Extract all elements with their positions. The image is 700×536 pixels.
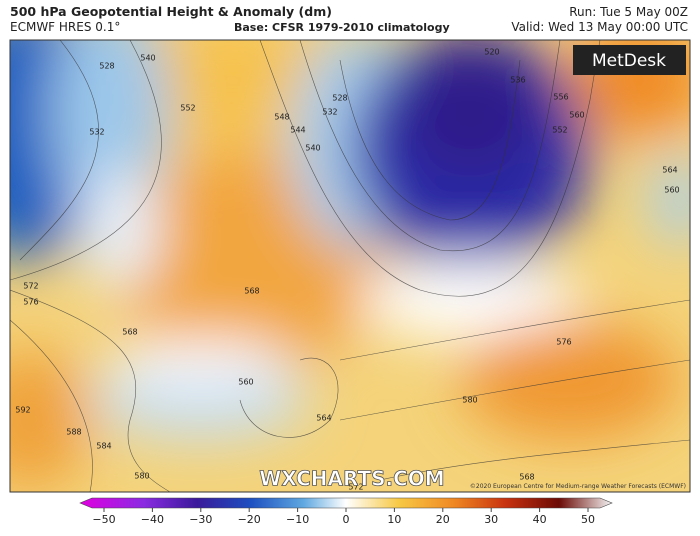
base: Base: CFSR 1979-2010 climatology [234,21,450,34]
copyright: ©2020 European Centre for Medium-range W… [470,483,686,490]
contour-label: 584 [96,442,111,451]
contour-label: 560 [238,378,253,387]
colorbar-tick-label: 20 [436,513,450,526]
map: 5285405325525485445405325285205365565525… [10,40,690,492]
contour-label: 568 [519,473,534,482]
contour-label: 568 [244,287,259,296]
title: 500 hPa Geopotential Height & Anomaly (d… [10,4,332,19]
contour-label: 528 [332,94,347,103]
contour-label: 556 [553,93,568,102]
contour-label: 576 [23,298,38,307]
contour-label: 564 [662,166,677,175]
contour-label: 552 [180,104,195,113]
model: ECMWF HRES 0.1° [10,20,120,34]
contour-label: 564 [316,414,331,423]
isohypses [10,40,690,492]
colorbar-tick-label: 40 [533,513,547,526]
anomaly-field [10,40,690,490]
colorbar-scale [79,497,613,509]
colorbar-tick-label: 10 [387,513,401,526]
contour-label: 532 [89,128,104,137]
contour-label: 572 [23,282,38,291]
contour-label: 568 [122,328,137,337]
colorbar-tick-label: 0 [343,513,350,526]
contour-label: 528 [99,62,114,71]
contour-label: 552 [552,126,567,135]
logo: MetDesk [592,51,666,71]
contour-label: 540 [140,54,155,63]
contour-label: 520 [484,48,499,57]
watermark: WXCHARTS.COM [259,467,444,491]
contour-label: 560 [569,111,584,120]
run: Run: Tue 5 May 00Z [569,5,688,19]
colorbar-tick-label: −20 [238,513,261,526]
contour-labels: 5285405325525485445405325285205365565525… [15,48,679,492]
contour-label: 560 [664,186,679,195]
contour-label: 536 [510,76,525,85]
contour-label: 532 [322,108,337,117]
contour-label: 592 [15,406,30,415]
contour-label: 540 [305,144,320,153]
colorbar-tick-label: −40 [141,513,164,526]
map-frame [9,39,691,493]
contour-label: 588 [66,428,81,437]
contour-label: 572 [348,483,363,492]
contour-label: 544 [290,126,305,135]
colorbar-tick-label: −50 [92,513,115,526]
colorbar-tick-label: −30 [189,513,212,526]
colorbar-tick-label: −10 [286,513,309,526]
contour-label: 580 [462,396,477,405]
contour-label: 548 [274,113,289,122]
valid: Valid: Wed 13 May 00:00 UTC [511,20,688,34]
colorbar: −50 −40 −30 −20 −10 0 10 20 30 40 50 [79,497,613,526]
logo-box [573,45,686,75]
colorbar-tick-label: 30 [484,513,498,526]
contour-label: 580 [134,472,149,481]
colorbar-tick-label: 50 [581,513,595,526]
contour-label: 576 [556,338,571,347]
